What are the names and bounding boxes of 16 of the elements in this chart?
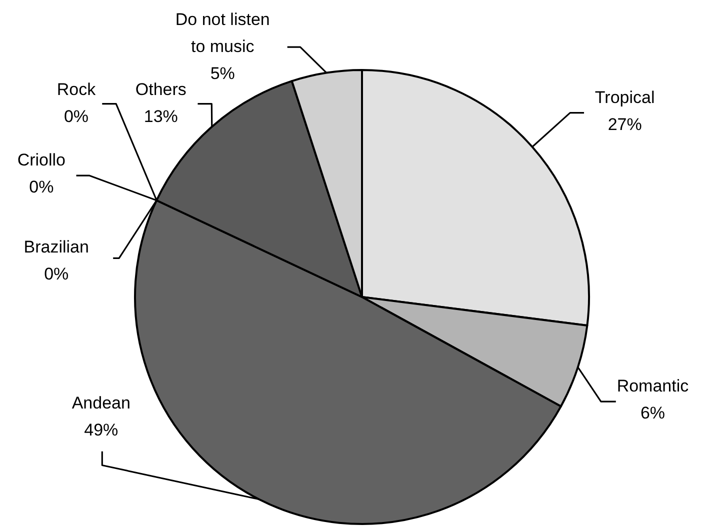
data-label: 5% [210,64,235,83]
slice-label: Romantic [616,376,690,396]
category-label: Criollo [17,150,66,170]
category-label: Rock [56,80,96,100]
slice-label: Andean [72,394,130,413]
text: 0% [29,178,54,197]
category-label: Brazilian [24,237,89,256]
slice-label: Others [135,80,186,100]
data-label: 27% [608,115,642,134]
slice-label: Do not listen to music [175,10,270,56]
data-label: 13% [144,107,178,126]
slice-label: Tropical [594,88,655,108]
text: 0% [64,107,89,126]
data-label: 6% [640,404,666,423]
text: 0% [44,264,69,284]
data-label: 49% [84,420,118,440]
